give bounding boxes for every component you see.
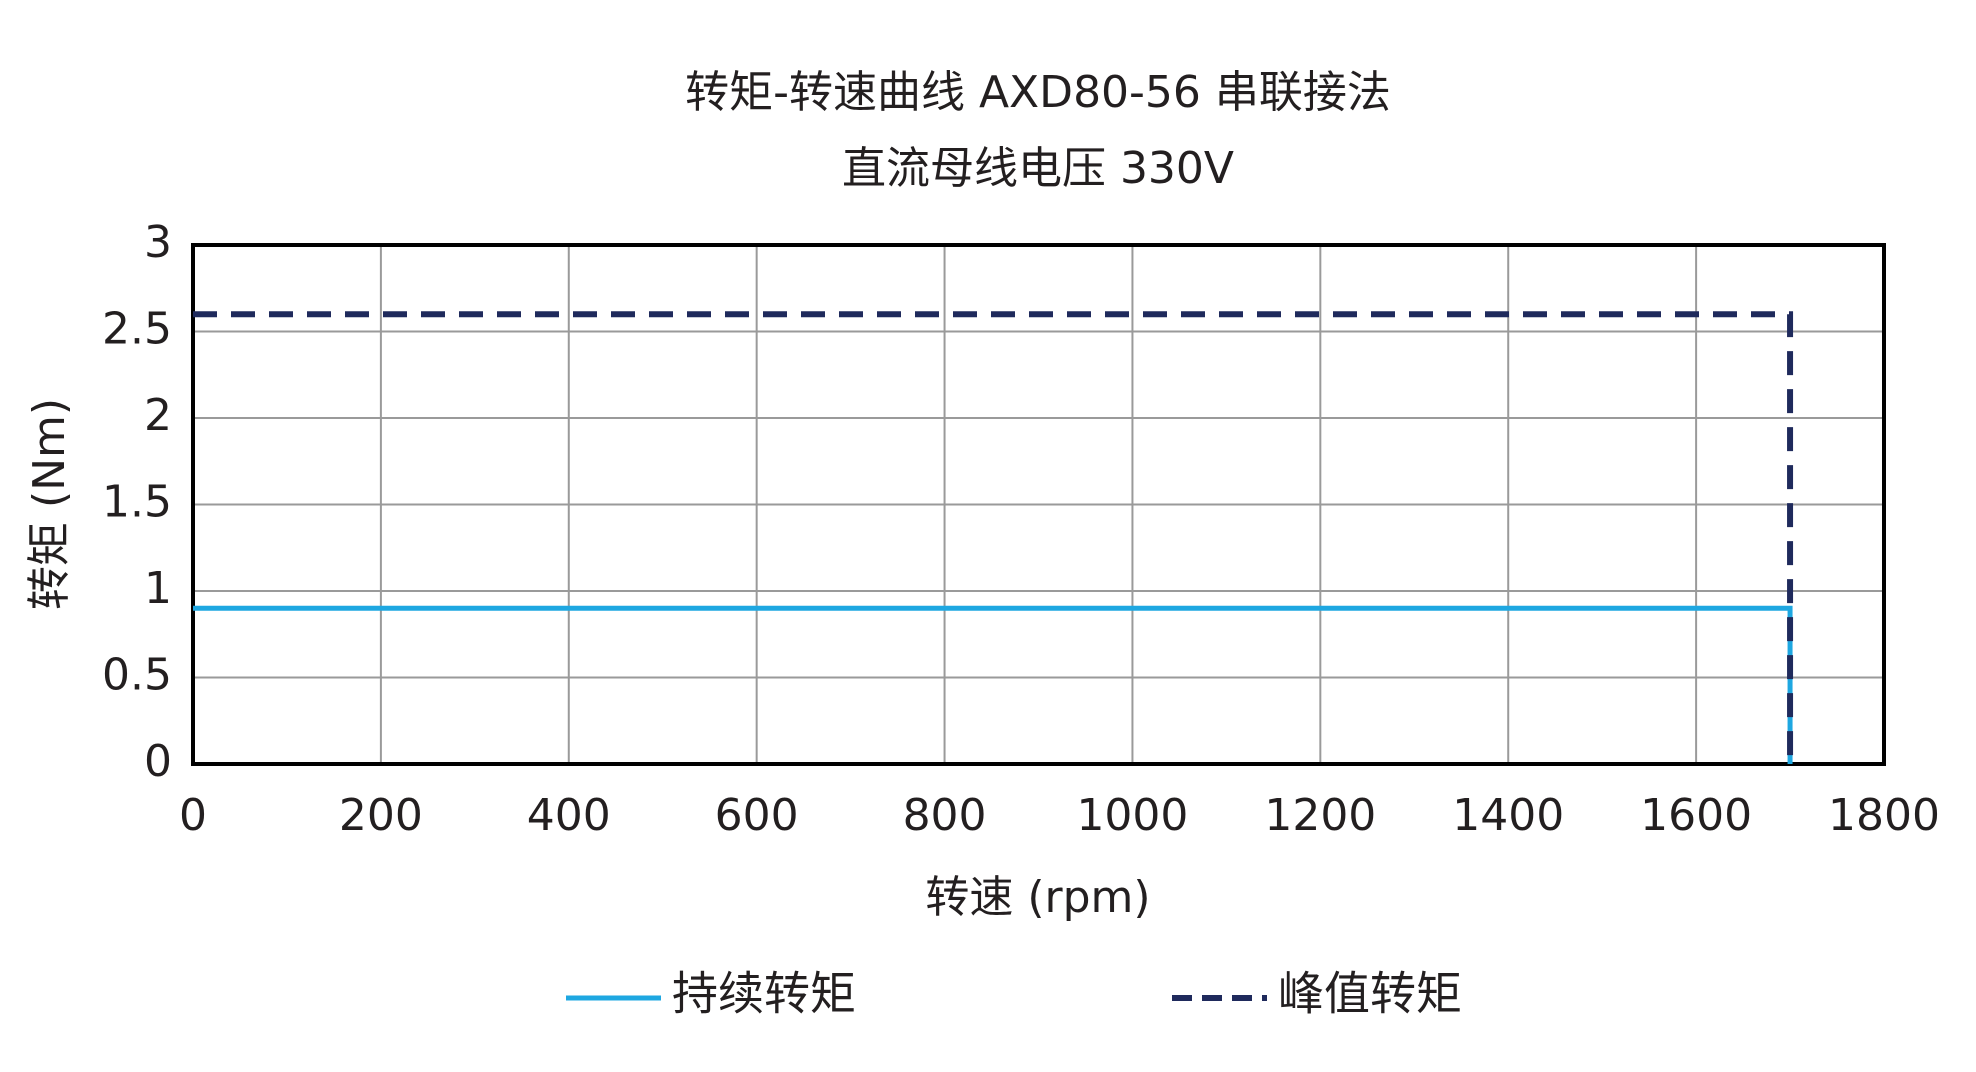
plot-frame (191, 243, 1886, 766)
chart-subtitle: 直流母线电压 330V (842, 143, 1234, 194)
series-line (193, 605, 1793, 764)
legend-label: 持续转矩 (672, 967, 856, 1021)
y-tick-label: 2 (144, 390, 172, 441)
y-tick-label: 3 (144, 217, 172, 268)
y-tick-label: 0.5 (102, 650, 172, 701)
legend-label: 峰值转矩 (1278, 967, 1462, 1021)
x-tick-label: 1000 (1076, 790, 1188, 841)
x-tick-label: 1600 (1640, 790, 1752, 841)
y-tick-label: 1.5 (102, 477, 172, 528)
x-tick-label: 1400 (1452, 790, 1564, 841)
y-axis-label: 转矩 (Nm) (24, 398, 75, 610)
y-tick-label: 0 (144, 736, 172, 787)
x-tick-label: 200 (339, 790, 423, 841)
x-tick-label: 600 (715, 790, 799, 841)
y-tick-label: 1 (144, 563, 172, 614)
x-tick-label: 400 (527, 790, 611, 841)
chart-title: 转矩-转速曲线 AXD80-56 串联接法 (685, 67, 1391, 118)
y-tick-label: 2.5 (102, 304, 172, 355)
x-axis-label: 转速 (rpm) (925, 872, 1150, 923)
x-tick-label: 800 (903, 790, 987, 841)
x-tick-label: 0 (179, 790, 207, 841)
x-tick-label: 1200 (1264, 790, 1376, 841)
x-tick-label: 1800 (1828, 790, 1940, 841)
series-line (193, 311, 1794, 764)
